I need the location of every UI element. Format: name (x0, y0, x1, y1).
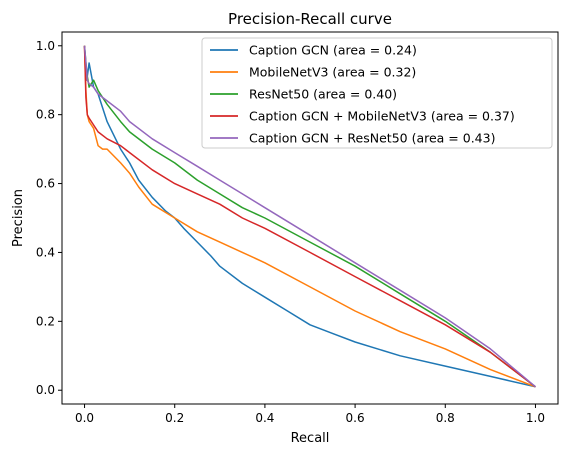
y-tick-label: 0.4 (36, 245, 55, 259)
series-line-1 (83, 45, 536, 388)
y-axis-label: Precision (11, 189, 26, 247)
series-line-2 (83, 45, 536, 388)
legend-label-0: Caption GCN (area = 0.24) (249, 43, 417, 58)
series-layer (83, 45, 536, 388)
x-tick-label: 0.4 (255, 411, 274, 425)
y-tick-label: 0.8 (36, 108, 55, 122)
x-axis-label: Recall (291, 431, 330, 446)
legend: Caption GCN (area = 0.24) MobileNetV3 (ar… (201, 37, 553, 149)
series-line-0 (83, 45, 536, 388)
x-tick-label: 0.2 (165, 411, 184, 425)
series-line-3 (83, 45, 536, 388)
y-tick-label: 0.0 (36, 383, 55, 397)
series-line-4 (83, 45, 536, 388)
chart-title: Precision-Recall curve (228, 10, 392, 28)
y-tick-label: 0.2 (36, 314, 55, 328)
legend-label-1: MobileNetV3 (area = 0.32) (249, 65, 416, 80)
y-tick-label: 0.6 (36, 177, 55, 191)
legend-frame (201, 37, 553, 149)
x-tick-label: 1.0 (526, 411, 545, 425)
x-tick-label: 0.0 (75, 411, 94, 425)
y-tick-label: 1.0 (36, 39, 55, 53)
x-tick-label: 0.8 (436, 411, 455, 425)
x-tick-label: 0.6 (346, 411, 365, 425)
legend-label-2: ResNet50 (area = 0.40) (249, 87, 397, 102)
y-axis: 0.0 0.2 0.4 0.6 0.8 1.0 (36, 39, 62, 397)
legend-label-3: Caption GCN + MobileNetV3 (area = 0.37) (249, 109, 515, 124)
x-axis: 0.0 0.2 0.4 0.6 0.8 1.0 (75, 404, 545, 425)
legend-label-4: Caption GCN + ResNet50 (area = 0.43) (249, 131, 495, 146)
